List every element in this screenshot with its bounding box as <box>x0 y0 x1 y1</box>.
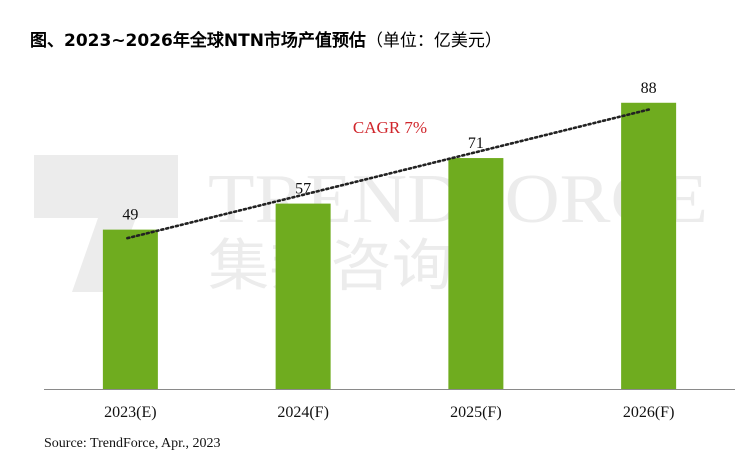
bar-2025(F) <box>448 158 504 389</box>
bar-2023(E) <box>102 229 158 389</box>
x-tick-label: 2023(E) <box>104 404 156 421</box>
source-note: Source: TrendForce, Apr., 2023 <box>44 436 221 451</box>
chart-title: 图、2023~2026年全球NTN市场产值预估（单位：亿美元） <box>30 26 502 51</box>
x-tick-label: 2025(F) <box>450 404 502 421</box>
trendforce-logo-icon <box>34 155 178 292</box>
data-label: 49 <box>122 207 138 224</box>
chart-title-main: 图、2023~2026年全球NTN市场产值预估 <box>30 31 366 51</box>
chart-title-unit: （单位：亿美元） <box>365 31 502 51</box>
x-tick-label: 2024(F) <box>277 404 329 421</box>
x-axis-tick-labels: 2023(E) 2024(F) 2025(F) 2026(F) <box>104 404 674 421</box>
bar-2026(F) <box>621 102 677 389</box>
bar-2024(F) <box>275 203 331 389</box>
bar-series <box>102 102 677 389</box>
data-label: 88 <box>641 80 657 97</box>
data-label: 71 <box>468 135 484 152</box>
x-tick-label: 2026(F) <box>623 404 675 421</box>
cagr-annotation: CAGR 7% <box>353 118 427 137</box>
trend-line <box>126 107 653 240</box>
